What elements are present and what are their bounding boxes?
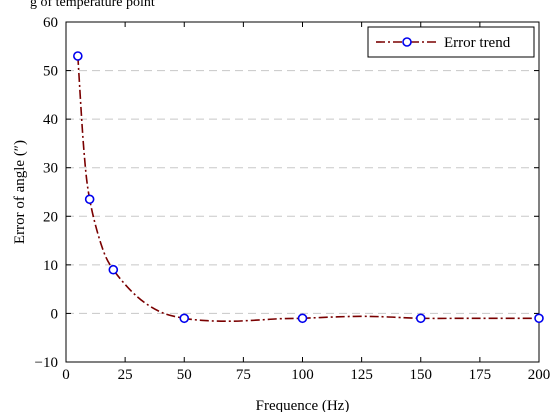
x-tick-label: 50	[177, 367, 192, 383]
y-axis-ticks: −10 0 10 20 30 40 50 60	[35, 15, 539, 371]
data-point-marker	[415, 313, 426, 324]
x-axis-ticks: 0 25 50 75 100 125 150 175 200	[62, 22, 550, 383]
series-markers	[73, 51, 544, 324]
y-tick-label: 0	[51, 306, 59, 322]
y-axis-label: Error of angle (″)	[12, 140, 28, 244]
y-tick-label: 60	[43, 15, 58, 31]
data-point-marker	[179, 313, 190, 324]
x-tick-label: 175	[469, 367, 492, 383]
data-point-marker	[108, 264, 119, 275]
plot-frame	[65, 21, 540, 363]
grid-lines	[66, 70, 539, 314]
data-point-marker	[73, 51, 83, 61]
data-point-marker	[534, 313, 544, 324]
series-line-error-trend	[77, 55, 540, 323]
y-tick-label: 50	[43, 64, 58, 80]
legend: Error trend	[367, 26, 535, 58]
y-tick-label: −10	[35, 355, 58, 371]
x-tick-label: 100	[291, 367, 314, 383]
x-tick-label: 75	[236, 367, 251, 383]
x-axis-label: Frequence (Hz)	[256, 398, 350, 412]
x-tick-label: 25	[118, 367, 133, 383]
legend-entry-error-trend: Error trend	[444, 35, 511, 51]
figure-caption: g of temperature point	[30, 0, 155, 10]
y-tick-label: 10	[43, 258, 58, 274]
x-tick-label: 125	[350, 367, 373, 383]
legend-marker-sample	[402, 37, 412, 47]
x-tick-label: 200	[528, 367, 551, 383]
data-point-marker	[84, 194, 95, 205]
y-tick-label: 30	[43, 161, 58, 177]
y-tick-label: 40	[43, 112, 58, 128]
data-point-marker	[297, 313, 308, 324]
x-tick-label: 150	[410, 367, 433, 383]
y-tick-label: 20	[43, 209, 58, 225]
x-tick-label: 0	[62, 367, 70, 383]
